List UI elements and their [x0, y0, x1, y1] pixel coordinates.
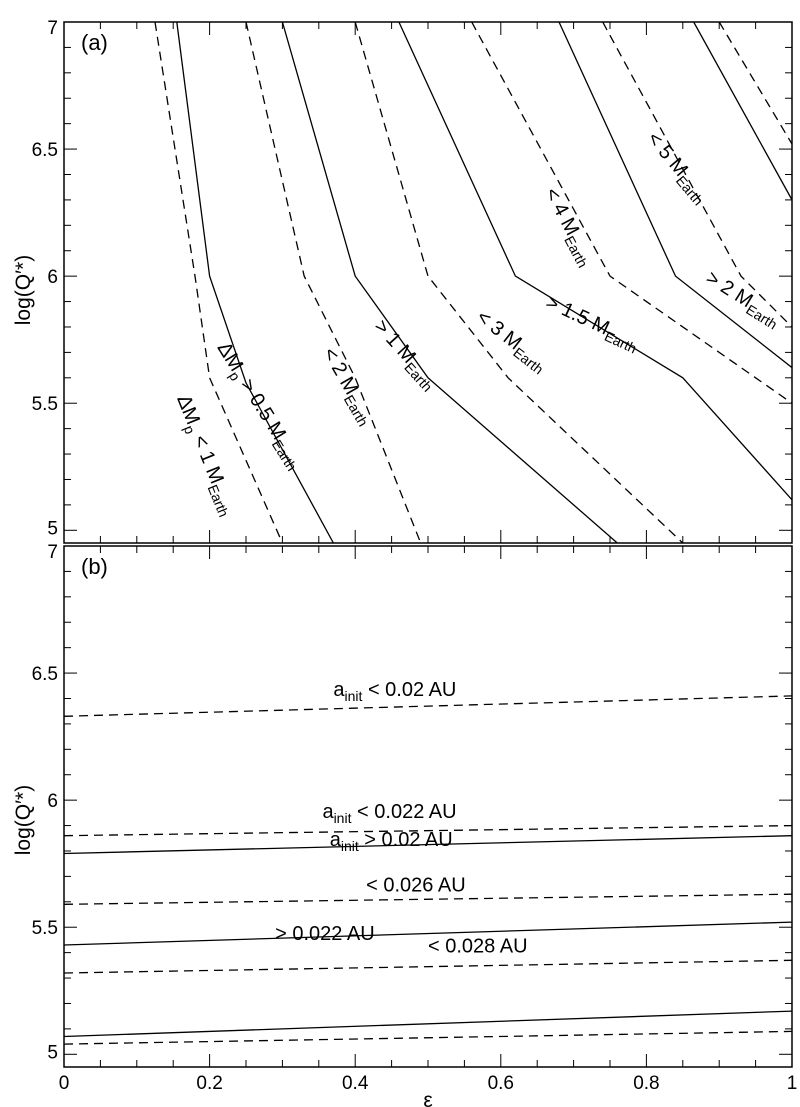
panel-b-curve-dashed [64, 695, 792, 717]
panel-a-curve-solid [176, 22, 334, 543]
panel-a-curve-label: < 5 MEarth [640, 128, 713, 208]
panel-a-curve-solid [558, 22, 792, 369]
panel-b-xtick-label: 1 [787, 1073, 798, 1094]
panel-a-curve-label: > 2 MEarth [700, 267, 785, 333]
panel-b-xlabel: ε [423, 1089, 432, 1107]
panel-b-ytick-label: 5 [47, 1042, 58, 1063]
panel-a-curve-label: < 3 MEarth [470, 306, 552, 377]
panel-b-xtick-label: 0 [59, 1073, 70, 1094]
panel-a-ytick-label: 5 [47, 518, 58, 539]
panel-b-xtick-label: 0.2 [196, 1073, 222, 1094]
panel-a-curve-dashed [471, 22, 792, 404]
panel-a-curve-dashed [154, 22, 283, 543]
panel-a-curve-label: < 2 MEarth [316, 344, 380, 429]
panel-b-curve-label: ainit < 0.02 AU [333, 679, 456, 704]
panel-a-curve-label: > 1 MEarth [367, 316, 442, 395]
panel-b-curve-dashed [64, 893, 792, 905]
panel-b-curve-label: > 0.022 AU [275, 923, 375, 945]
panel-b-ytick-label: 7 [47, 542, 58, 563]
panel-b-curve-label: < 0.026 AU [366, 875, 466, 897]
panel-a-curve-solid [693, 22, 792, 201]
panel-b-curve-solid [64, 1010, 792, 1038]
panel-a-ylabel: log(Q′*) [12, 255, 35, 325]
panel-b-curve-dashed [64, 959, 792, 974]
panel-b-xtick-label: 0.8 [633, 1073, 659, 1094]
panel-b-curve-solid [64, 921, 792, 946]
panel-a-curve-dashed [602, 22, 792, 328]
panel-a-ytick-label: 5.5 [32, 394, 58, 415]
panel-b-curve-label: < 0.028 AU [428, 936, 528, 958]
panel-a-curve-dashed [718, 22, 792, 145]
panel-b: 5 5.5 6 6.5 7 0 0.2 0.4 0.6 0.8 1 log(Q′*) ε (b) ainit… [12, 542, 797, 1107]
panel-a-curve-dashed [354, 22, 684, 543]
panel-a-curve-label: ΔMp < 1 MEarth [169, 392, 240, 520]
panel-b-xtick-label: 0.6 [488, 1073, 514, 1094]
panel-b-ytick-label: 6.5 [32, 664, 58, 685]
panel-a-curve-label: > 1.5 MEarth [541, 291, 643, 356]
panel-a-curve-solid [281, 22, 618, 543]
panel-a-label: (a) [81, 30, 108, 55]
panel-a-curve-solid [398, 22, 792, 501]
panel-b-ytick-label: 5.5 [32, 918, 58, 939]
panel-b-curve-label: ainit > 0.02 AU [330, 829, 453, 854]
panel-b-curve-dashed [64, 1030, 792, 1045]
panel-b-curve-solid [64, 835, 792, 855]
panel-b-curve-dashed [64, 824, 792, 837]
panel-a-ytick-label: 6.5 [32, 140, 58, 161]
panel-b-label: (b) [81, 554, 108, 579]
panel-b-ylabel: log(Q′*) [12, 785, 35, 855]
panel-b-ytick-label: 6 [47, 791, 58, 812]
panel-a-ytick-label: 6 [47, 267, 58, 288]
panel-a-curve-dashed [245, 22, 422, 543]
panel-b-curve-label: ainit < 0.022 AU [322, 801, 456, 826]
panel-a-curve-label: < 4 MEarth [537, 184, 599, 270]
panel-a-curve-label: ΔMp > 0.5 MEarth [210, 338, 308, 473]
panel-a-ytick-label: 7 [47, 18, 58, 39]
panel-b-xtick-label: 0.4 [342, 1073, 369, 1094]
